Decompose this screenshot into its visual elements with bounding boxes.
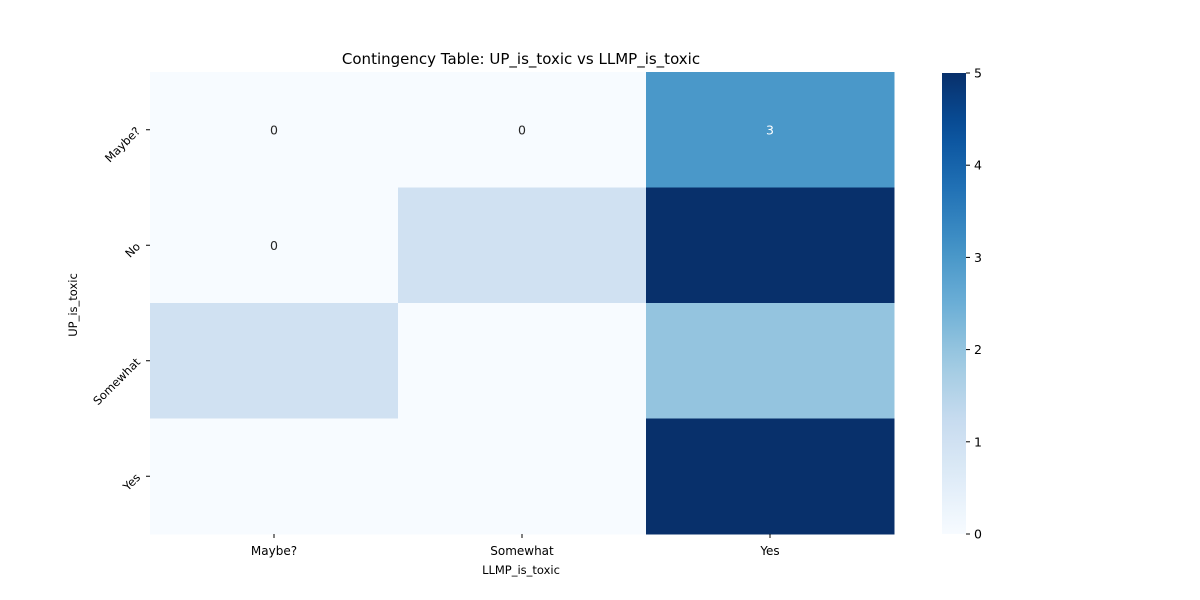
heatmap-cell [646,303,895,419]
heatmap-cell [398,418,647,535]
cell-annotation: 0 [270,122,278,137]
y-tick-label: Yes [119,470,143,494]
cell-annotation: 3 [766,122,774,137]
colorbar-tick-label: 1 [974,434,982,449]
y-tick-label: No [122,239,143,260]
colorbar-tick-label: 3 [974,250,982,265]
x-tick-label: Maybe? [251,544,297,558]
y-axis-label: UP_is_toxic [66,273,80,337]
colorbar-tick-label: 4 [974,158,982,173]
x-axis-ticks: Maybe? Somewhat Yes [251,534,780,558]
chart-title: Contingency Table: UP_is_toxic vs LLMP_i… [342,50,700,69]
heatmap-cell [646,72,895,188]
colorbar-tick-label: 5 [974,66,982,81]
x-tick-label: Somewhat [490,544,554,558]
heatmap-cell [398,303,647,419]
cell-annotations: 0 0 3 0 [270,122,774,253]
colorbar-tick-label: 0 [974,527,982,542]
heatmap-cell [646,187,895,304]
heatmap-cells [150,72,895,535]
heatmap-cell [646,418,895,535]
cell-annotation: 0 [518,122,526,137]
heatmap-cell [150,418,399,535]
cell-annotation: 0 [270,238,278,253]
heatmap-cell [150,187,399,304]
heatmap-cell [150,303,399,419]
y-tick-label: Maybe? [102,124,143,165]
heatmap-cell [398,72,647,188]
x-axis-label: LLMP_is_toxic [482,563,560,577]
y-axis-ticks: Maybe? No Somewhat Yes [90,124,150,494]
heatmap-cell [150,72,399,188]
y-tick-label: Somewhat [90,355,143,408]
colorbar-ticks: 0 1 2 3 4 5 [966,66,982,542]
heatmap-cell [398,187,647,304]
x-tick-label: Yes [759,544,779,558]
colorbar [942,73,966,534]
colorbar-tick-label: 2 [974,342,982,357]
